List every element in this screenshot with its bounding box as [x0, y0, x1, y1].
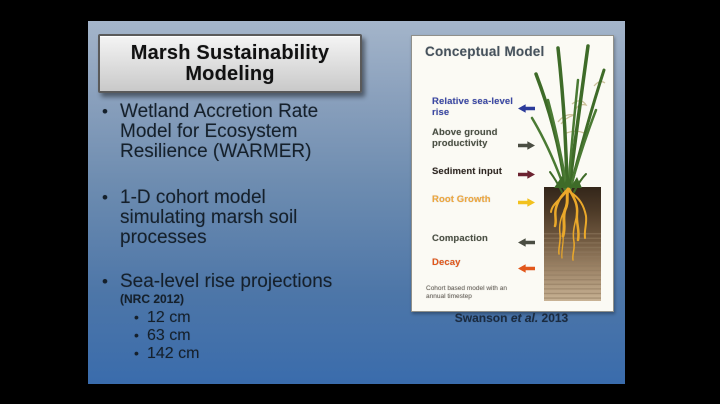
left-arrow-icon: [518, 238, 535, 247]
sub-bullet-63cm: • 63 cm: [134, 327, 199, 345]
label-relative-sea-level-rise: Relative sea-level rise: [432, 96, 577, 118]
label-compaction: Compaction: [432, 233, 577, 247]
bullet-marker: •: [102, 272, 108, 291]
sub-bullet-text: 63 cm: [147, 327, 191, 344]
bullet-marker: •: [134, 345, 139, 361]
roots: [550, 187, 588, 261]
label-above-ground-productivity: Above ground productivity: [432, 127, 577, 150]
figure-caption: Cohort based model with an annual timest…: [426, 285, 507, 300]
slr-sub-bullets: • 12 cm • 63 cm • 142 cm: [134, 309, 199, 363]
label-sediment-input: Sediment input: [432, 166, 577, 179]
citation-author: Swanson: [454, 311, 508, 325]
label-decay: Decay: [432, 257, 577, 273]
bullet-marker: •: [134, 327, 139, 343]
bullet-marker: •: [134, 309, 139, 325]
bullet-cohort-model: • 1-D cohort model simulating marsh soil…: [102, 188, 297, 248]
citation-year: 2013: [541, 311, 569, 325]
slide-title: Marsh Sustainability Modeling: [130, 41, 330, 85]
left-arrow-icon: [518, 104, 535, 113]
soil-layer-stripes: [544, 233, 601, 301]
marsh-plant-soil-illustration: [530, 44, 606, 301]
sub-bullet-12cm: • 12 cm: [134, 309, 199, 327]
bullet-marker: •: [102, 102, 108, 121]
right-arrow-icon: [518, 141, 535, 150]
citation-etal: et al.: [510, 311, 539, 325]
sub-bullet-text: 142 cm: [147, 345, 200, 362]
grass-blades: [530, 44, 606, 193]
conceptual-model-title: Conceptual Model: [425, 44, 545, 59]
bullet-warmer: • Wetland Accretion Rate Model for Ecosy…: [102, 102, 318, 162]
sub-bullet-142cm: • 142 cm: [134, 345, 199, 363]
grass-base: [554, 174, 582, 188]
nrc-2012-note: (NRC 2012): [120, 292, 185, 306]
bullet-text: 1-D cohort model simulating marsh soil p…: [120, 187, 298, 248]
right-arrow-icon: [518, 198, 535, 207]
sub-bullet-text: 12 cm: [147, 309, 191, 326]
right-arrow-icon: [518, 170, 535, 179]
slide-title-box: Marsh Sustainability Modeling: [98, 34, 362, 93]
bullet-marker: •: [102, 188, 108, 207]
citation: Swanson et al. 2013: [411, 311, 612, 325]
presentation-slide: Marsh Sustainability Modeling • Wetland …: [88, 21, 625, 384]
bullet-slr-projections: • Sea-level rise projections: [102, 272, 332, 292]
bullet-text: Wetland Accretion Rate Model for Ecosyst…: [120, 101, 319, 162]
label-root-growth: Root Growth: [432, 194, 577, 207]
left-arrow-icon: [518, 264, 535, 273]
conceptual-model-figure: Conceptual Model Relative sea-level rise…: [411, 35, 614, 312]
bullet-text: Sea-level rise projections: [120, 271, 333, 292]
